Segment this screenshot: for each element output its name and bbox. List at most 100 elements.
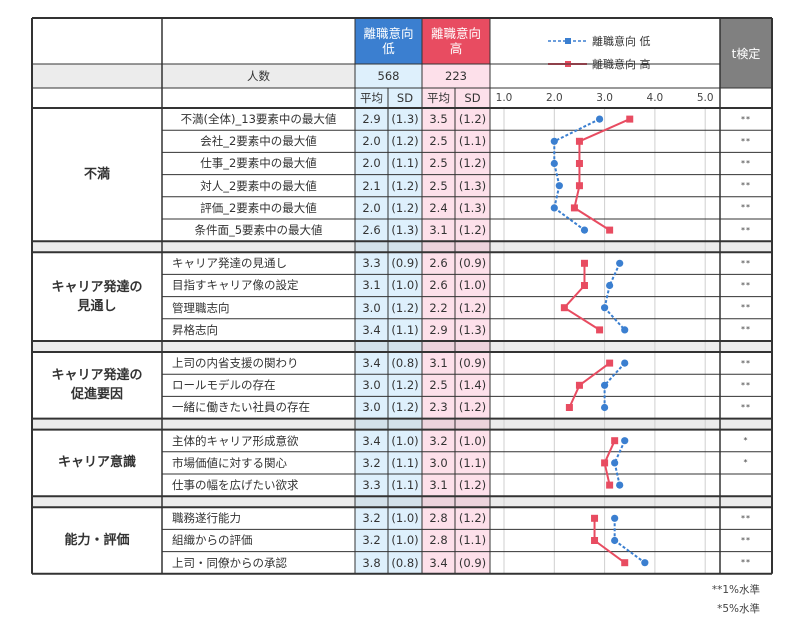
significance-mark: ** <box>741 558 751 568</box>
significance-mark: ** <box>741 513 751 523</box>
axis-tick: 1.0 <box>495 92 513 104</box>
high-sd: (1.4) <box>455 374 490 397</box>
high-sd: (1.2) <box>455 396 490 419</box>
item-label: 対人_2要素中の最大値 <box>200 178 317 193</box>
item-label: 仕事_2要素中の最大値 <box>200 156 317 171</box>
low-sd: (1.1) <box>388 451 422 474</box>
significance-mark: ** <box>741 203 751 213</box>
high-sd: (1.0) <box>455 429 490 452</box>
low-sd: (1.0) <box>388 429 422 452</box>
low-mean: 3.0 <box>355 296 388 319</box>
significance-mark: ** <box>741 358 751 368</box>
high-sd: (1.0) <box>455 274 490 297</box>
low-sd: (1.2) <box>388 374 422 397</box>
low-sd: (0.8) <box>388 352 422 375</box>
significance-mark: ** <box>741 114 751 124</box>
high-mean: 3.2 <box>422 429 455 452</box>
high-mean: 2.4 <box>422 196 455 219</box>
item-label: ロールモデルの存在 <box>172 378 276 393</box>
low-mean: 3.2 <box>355 507 388 530</box>
item-label: 昇格志向 <box>172 322 218 337</box>
high-mean: 3.4 <box>422 551 455 574</box>
high-sd: (0.9) <box>455 551 490 574</box>
significance-mark: ** <box>741 535 751 545</box>
low-sd: (1.1) <box>388 318 422 341</box>
high-mean: 2.8 <box>422 507 455 530</box>
separator-low <box>355 496 422 508</box>
low-mean: 3.0 <box>355 396 388 419</box>
high-sd: (1.1) <box>455 529 490 552</box>
item-label: 組織からの評価 <box>172 533 253 548</box>
separator-row <box>32 241 355 253</box>
axis-tick: 4.0 <box>646 92 664 104</box>
high-mean: 2.5 <box>422 130 455 153</box>
low-sd: (1.3) <box>388 219 422 242</box>
high-sd: (1.2) <box>455 507 490 530</box>
high-sd-header: SD <box>455 88 490 108</box>
high-sd: (1.3) <box>455 318 490 341</box>
high-mean: 3.1 <box>422 219 455 242</box>
significance-mark: ** <box>741 380 751 390</box>
high-mean: 2.5 <box>422 174 455 197</box>
category-label: キャリア発達の 見通し <box>32 252 162 341</box>
low-mean: 3.1 <box>355 274 388 297</box>
group-header-low: 離職意向低 <box>355 18 422 64</box>
n-label: 人数 <box>247 69 270 83</box>
high-mean: 2.8 <box>422 529 455 552</box>
category-label: キャリア意識 <box>57 455 136 471</box>
high-sd: (0.9) <box>455 352 490 375</box>
low-mean: 3.4 <box>355 352 388 375</box>
significance-mark: ** <box>741 258 751 268</box>
n-high: 223 <box>422 64 490 88</box>
low-sd: (0.9) <box>388 252 422 275</box>
separator-high <box>422 241 490 253</box>
significance-mark: ** <box>741 158 751 168</box>
separator-row <box>32 341 355 352</box>
category-label-line1: キャリア発達の <box>51 368 143 384</box>
high-sd: (1.2) <box>455 219 490 242</box>
low-sd: (1.2) <box>388 396 422 419</box>
low-sd: (1.1) <box>388 474 422 497</box>
item-label: 管理職志向 <box>172 300 230 315</box>
significance-mark: * <box>743 436 749 446</box>
high-sd: (1.2) <box>455 152 490 175</box>
low-mean: 2.9 <box>355 108 388 131</box>
high-mean: 3.5 <box>422 108 455 131</box>
item-label: 評価_2要素中の最大値 <box>200 200 317 215</box>
low-sd: (1.2) <box>388 130 422 153</box>
high-sd: (1.3) <box>455 196 490 219</box>
low-mean: 3.2 <box>355 529 388 552</box>
high-mean: 3.1 <box>422 474 455 497</box>
high-sd: (1.3) <box>455 174 490 197</box>
high-sd: (1.2) <box>455 108 490 131</box>
axis-tick: 3.0 <box>596 92 613 104</box>
significance-mark <box>720 474 772 496</box>
item-label: 目指すキャリア像の設定 <box>172 278 299 293</box>
low-mean-header: 平均 <box>355 88 388 108</box>
significance-mark: ** <box>741 303 751 313</box>
significance-mark: ** <box>741 136 751 146</box>
high-mean-header: 平均 <box>422 88 455 108</box>
category-label: 能力・評価 <box>64 532 130 548</box>
category-label-line2: 促進要因 <box>70 387 123 403</box>
item-label: 条件面_5要素中の最大値 <box>194 223 323 238</box>
high-mean: 2.6 <box>422 274 455 297</box>
low-sd: (1.0) <box>388 529 422 552</box>
low-mean: 2.0 <box>355 152 388 175</box>
high-sd: (1.2) <box>455 474 490 497</box>
footnote-1pct: **1%水準 <box>711 583 760 596</box>
legend-label-high: 離職意向 高 <box>592 58 651 71</box>
separator-chart <box>490 241 772 253</box>
high-mean: 2.9 <box>422 318 455 341</box>
low-sd: (1.1) <box>388 152 422 175</box>
high-sd: (1.1) <box>455 130 490 153</box>
low-sd: (1.2) <box>388 296 422 319</box>
ttest-header: t検定 <box>720 18 772 88</box>
high-mean: 2.6 <box>422 252 455 275</box>
item-label: 仕事の幅を広げたい欲求 <box>172 478 299 493</box>
category-label-line1: キャリア発達の <box>51 279 143 295</box>
low-mean: 3.3 <box>355 252 388 275</box>
low-mean: 2.6 <box>355 219 388 242</box>
high-mean: 2.5 <box>422 152 455 175</box>
item-label: キャリア発達の見通し <box>172 256 287 271</box>
